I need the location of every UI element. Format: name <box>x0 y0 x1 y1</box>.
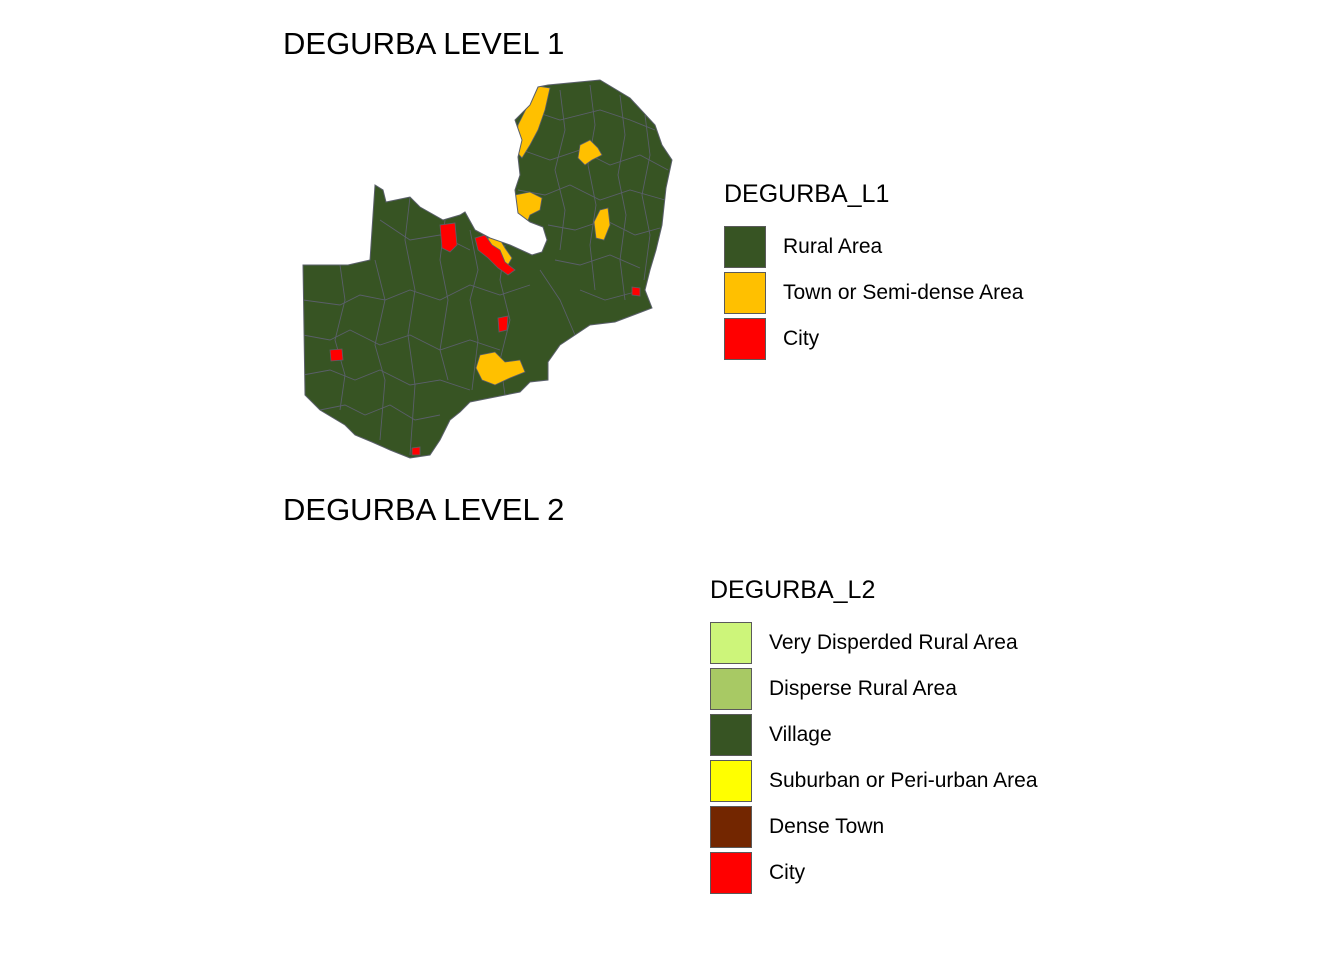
legend-title: DEGURBA_L2 <box>710 576 876 604</box>
zambia-map-level-1 <box>302 79 673 459</box>
legend-swatch <box>710 806 752 848</box>
legend-label: Village <box>769 723 832 746</box>
legend-item-town: Town or Semi-dense Area <box>724 270 1023 316</box>
rural-area-region <box>303 80 672 458</box>
legend-swatch <box>724 318 766 360</box>
map-title: DEGURBA LEVEL 1 <box>283 26 565 61</box>
legend-label: Dense Town <box>769 815 885 838</box>
legend-item-dense-town: Dense Town <box>710 804 1038 850</box>
legend-label: Disperse Rural Area <box>769 677 957 700</box>
legend-swatch <box>710 714 752 756</box>
legend-swatch <box>724 226 766 268</box>
legend-item-disperse-rural: Disperse Rural Area <box>710 666 1038 712</box>
legend-swatch <box>710 760 752 802</box>
legend-label: City <box>769 861 806 884</box>
legend-item-village: Village <box>710 712 1038 758</box>
legend-item-suburban: Suburban or Peri-urban Area <box>710 758 1038 804</box>
city-regions <box>329 222 641 456</box>
zambia-map-level-2 <box>0 466 1344 936</box>
legend-label: Rural Area <box>783 235 883 258</box>
legend-label: Very Disperded Rural Area <box>769 631 1018 654</box>
legend-swatch <box>724 272 766 314</box>
legend-label: Town or Semi-dense Area <box>783 281 1024 304</box>
legend-item-rural-area: Rural Area <box>724 224 1023 270</box>
legend-item-city: City <box>724 316 1023 362</box>
legend-level-2: DEGURBA_L2 Very Disperded Rural Area Dis… <box>710 576 1038 896</box>
legend-title: DEGURBA_L1 <box>724 180 890 208</box>
legend-item-city: City <box>710 850 1038 896</box>
legend-item-very-dispersed-rural: Very Disperded Rural Area <box>710 620 1038 666</box>
legend-swatch <box>710 668 752 710</box>
map-panel-level-2: DEGURBA LEVEL 2 <box>0 466 1344 936</box>
map-title: DEGURBA LEVEL 2 <box>283 492 565 527</box>
map-panel-level-1: DEGURBA LEVEL 1 <box>0 0 1344 470</box>
legend-level-1: DEGURBA_L1 Rural Area Town or Semi-dense… <box>724 180 1023 362</box>
legend-swatch <box>710 852 752 894</box>
legend-label: City <box>783 327 820 350</box>
legend-swatch <box>710 622 752 664</box>
legend-label: Suburban or Peri-urban Area <box>769 769 1038 792</box>
